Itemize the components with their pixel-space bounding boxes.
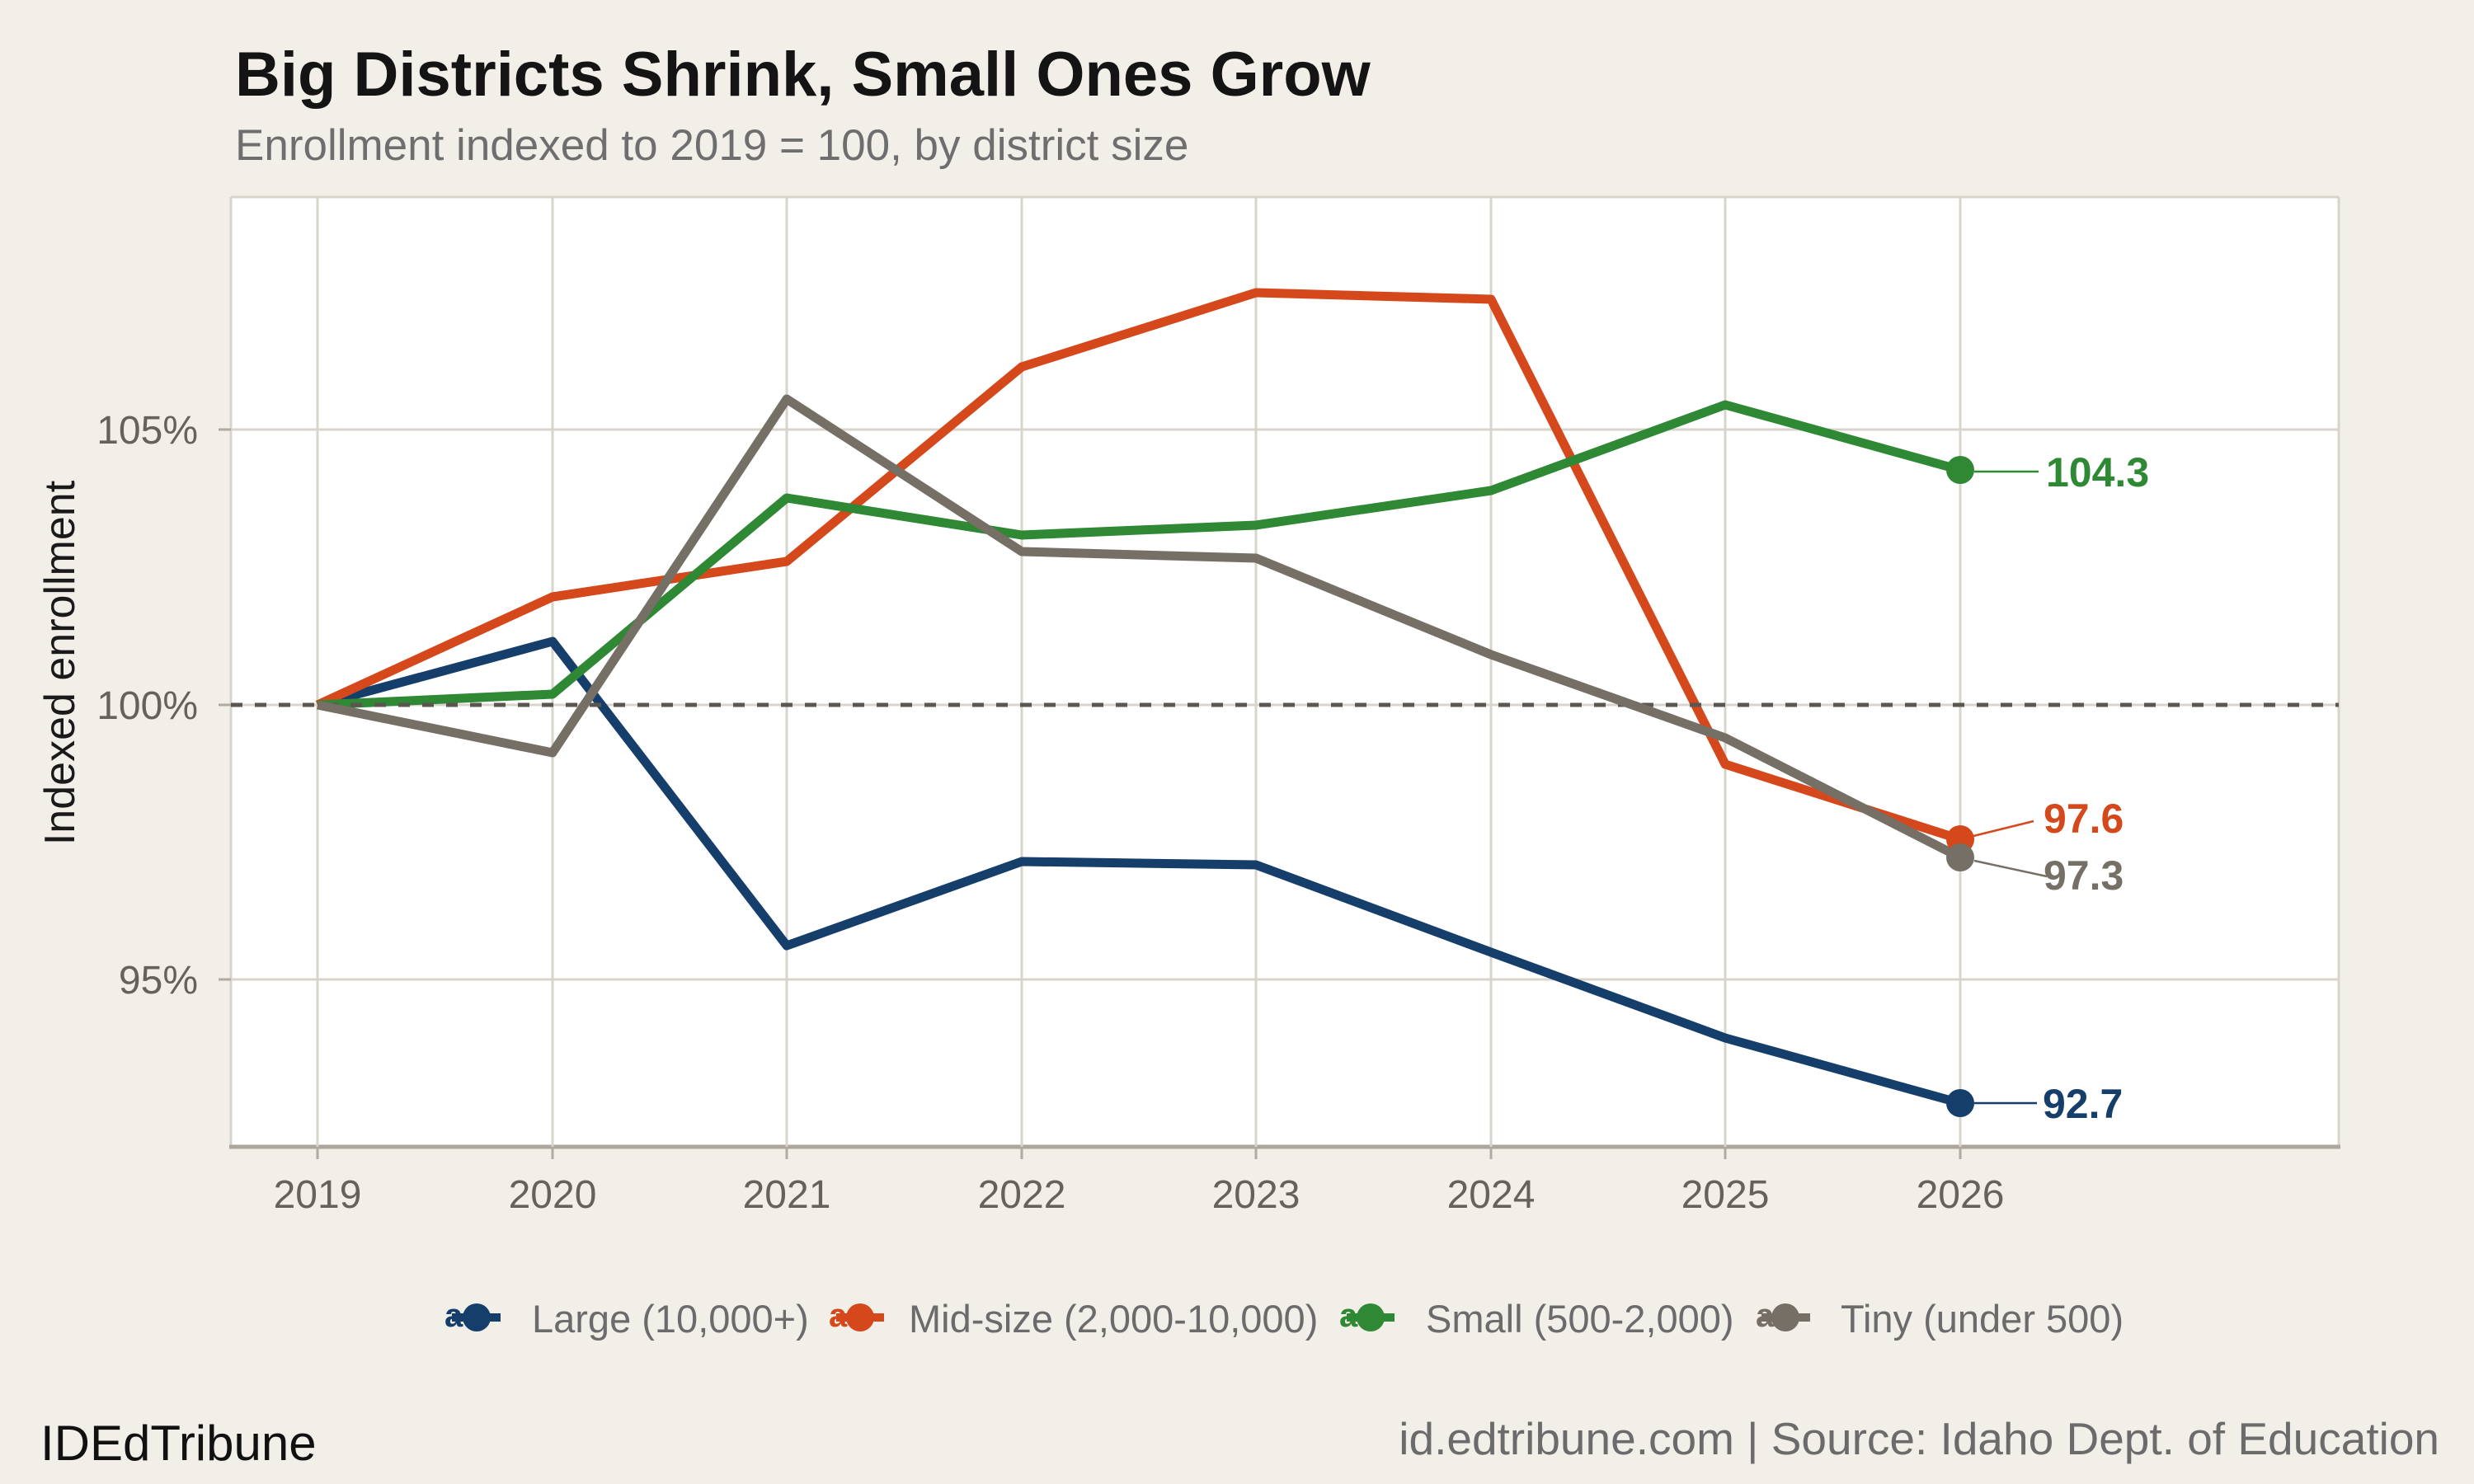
svg-text:2024: 2024 bbox=[1447, 1173, 1536, 1217]
svg-text:Large (10,000+): Large (10,000+) bbox=[532, 1297, 809, 1341]
svg-text:Big Districts Shrink, Small On: Big Districts Shrink, Small Ones Grow bbox=[235, 40, 1371, 110]
svg-text:Small (500-2,000): Small (500-2,000) bbox=[1426, 1297, 1734, 1341]
svg-text:95%: 95% bbox=[119, 959, 198, 1003]
svg-text:97.3: 97.3 bbox=[2044, 852, 2124, 899]
svg-text:2022: 2022 bbox=[978, 1173, 1066, 1217]
svg-text:2019: 2019 bbox=[274, 1173, 362, 1217]
svg-text:92.7: 92.7 bbox=[2043, 1081, 2123, 1127]
svg-text:2021: 2021 bbox=[743, 1173, 831, 1217]
svg-text:a: a bbox=[829, 1298, 848, 1334]
svg-text:Mid-size (2,000-10,000): Mid-size (2,000-10,000) bbox=[909, 1297, 1318, 1341]
svg-text:104.3: 104.3 bbox=[2046, 449, 2149, 495]
svg-text:IDEdTribune: IDEdTribune bbox=[40, 1416, 317, 1471]
svg-text:a: a bbox=[444, 1298, 463, 1334]
svg-text:Enrollment indexed to 2019 = 1: Enrollment indexed to 2019 = 100, by dis… bbox=[235, 121, 1188, 170]
svg-text:Tiny (under 500): Tiny (under 500) bbox=[1841, 1297, 2124, 1341]
svg-text:2023: 2023 bbox=[1212, 1173, 1300, 1217]
svg-text:a: a bbox=[1756, 1298, 1775, 1334]
svg-text:105%: 105% bbox=[96, 409, 198, 453]
svg-text:2025: 2025 bbox=[1681, 1173, 1770, 1217]
svg-text:a: a bbox=[1339, 1298, 1358, 1334]
svg-text:2020: 2020 bbox=[509, 1173, 597, 1217]
svg-text:id.edtribune.com | Source: Ida: id.edtribune.com | Source: Idaho Dept. o… bbox=[1399, 1413, 2439, 1464]
svg-text:2026: 2026 bbox=[1917, 1173, 2005, 1217]
svg-text:97.6: 97.6 bbox=[2044, 796, 2124, 842]
svg-text:100%: 100% bbox=[96, 684, 198, 728]
svg-text:Indexed enrollment: Indexed enrollment bbox=[36, 480, 84, 845]
